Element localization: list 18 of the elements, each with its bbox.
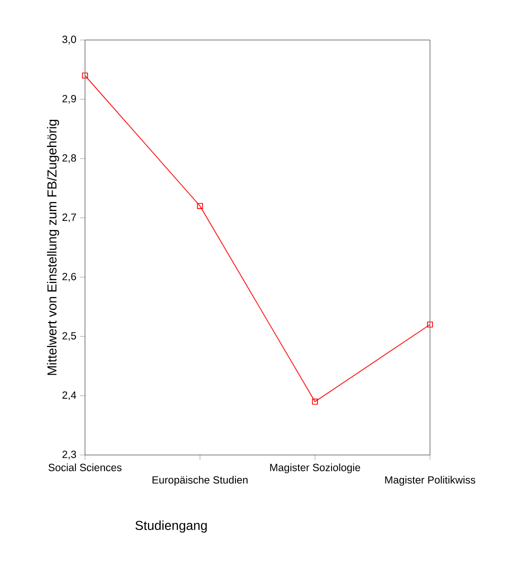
y-tick-label: 2,3 [62,450,76,460]
x-tick-label: Social Sciences [48,464,122,472]
y-tick-label: 2,5 [62,332,76,341]
y-tick-label: 2,6 [62,272,76,282]
point [427,322,433,328]
y-tick-label: 2,8 [62,154,76,163]
y-axis-title: Mittelwert von Einstellung zum FB/Zugehörig [47,120,60,375]
point [197,203,203,209]
x-tick-label: Europäische Studien [152,476,248,486]
y-tick-label: 2,9 [62,94,76,104]
y-tick-label: 2,4 [62,391,76,400]
point [82,72,88,79]
x-axis-title: Studiengang [135,520,207,533]
x-tick-label: Magister Politikwiss [385,476,476,486]
y-tick-label: 3,0 [62,36,76,44]
y-tick-label: 2,7 [62,214,76,222]
x-tick-label: Magister Soziologie [270,464,360,474]
point [312,398,318,405]
